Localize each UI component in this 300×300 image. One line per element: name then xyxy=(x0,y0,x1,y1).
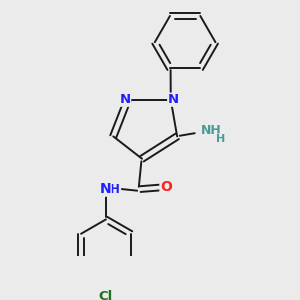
Text: N: N xyxy=(100,182,111,196)
Text: O: O xyxy=(160,181,172,194)
Text: Cl: Cl xyxy=(99,290,113,300)
Text: NH: NH xyxy=(201,124,222,136)
Text: H: H xyxy=(216,134,225,144)
Text: H: H xyxy=(110,183,120,196)
Text: N: N xyxy=(168,93,179,106)
Text: N: N xyxy=(119,93,131,106)
